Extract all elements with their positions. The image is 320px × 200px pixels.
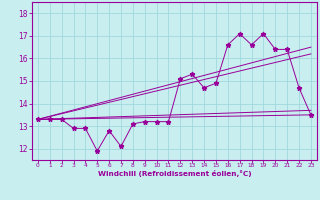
X-axis label: Windchill (Refroidissement éolien,°C): Windchill (Refroidissement éolien,°C) bbox=[98, 170, 251, 177]
